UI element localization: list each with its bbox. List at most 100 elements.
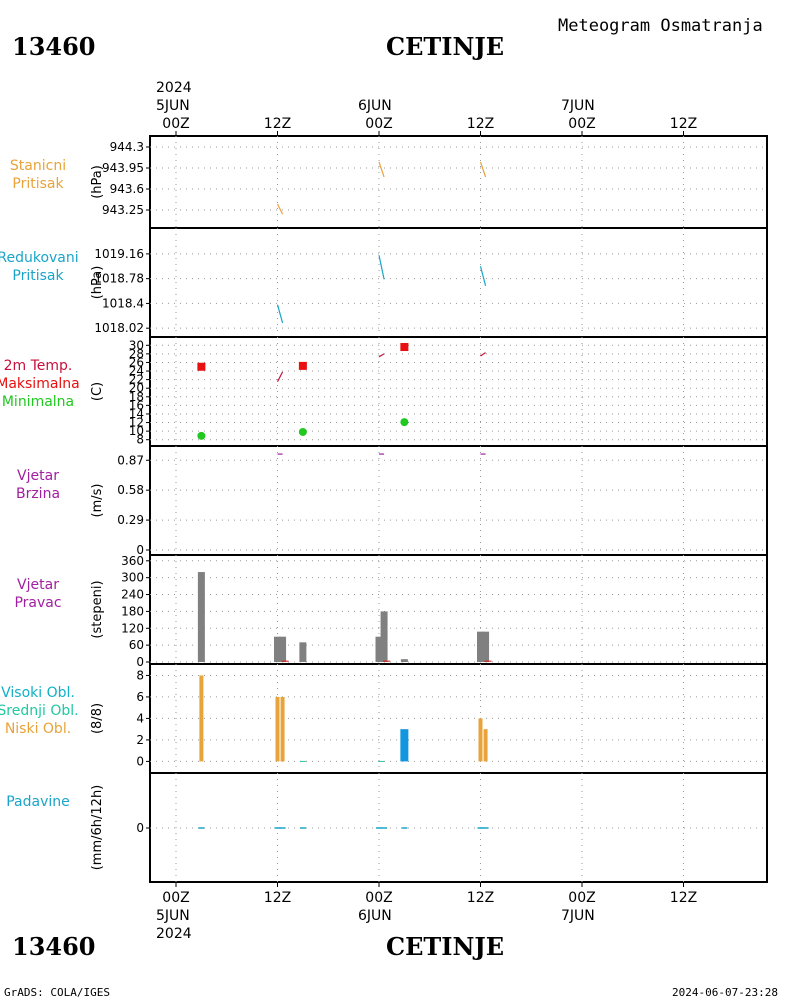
wind-direction-bar bbox=[274, 636, 281, 662]
wind_speed-ytick-label: 0 bbox=[136, 543, 144, 557]
clouds-ytick-label: 6 bbox=[136, 690, 144, 704]
product-title: Meteogram Osmatranja bbox=[558, 16, 763, 36]
top-time-tick-label: 00Z bbox=[162, 116, 189, 132]
bottom-date-label-1: 6JUN bbox=[358, 908, 392, 924]
station-id-bottom: 13460 bbox=[12, 932, 96, 961]
low-cloud-bar bbox=[275, 696, 280, 762]
reduced_pressure-label-0: Redukovani bbox=[0, 250, 79, 266]
wind_direction-ytick-label: 300 bbox=[121, 571, 144, 585]
footer-software: GrADS: COLA/IGES bbox=[4, 986, 110, 999]
clouds-label-2: Niski Obl. bbox=[5, 721, 71, 737]
temperature-ytick-label: 22 bbox=[129, 373, 144, 387]
wind_direction-unit-label: (stepeni) bbox=[90, 580, 105, 638]
temperature-unit-label: (C) bbox=[90, 382, 105, 401]
station_pressure-ytick-label: 944.3 bbox=[110, 140, 144, 154]
wind-direction-bar bbox=[380, 611, 388, 662]
reduced_pressure-segment bbox=[479, 266, 487, 286]
reduced_pressure-ytick-label: 1018.4 bbox=[102, 296, 144, 310]
temp-segment bbox=[276, 371, 284, 383]
top-year-label: 2024 bbox=[156, 80, 192, 96]
bottom-date-label-2: 7JUN bbox=[561, 908, 595, 924]
reduced_pressure-segment bbox=[276, 304, 284, 324]
high-cloud-bar bbox=[400, 729, 409, 762]
wind_speed-ytick-label: 0.87 bbox=[117, 453, 144, 467]
station_pressure-ytick-label: 943.95 bbox=[102, 161, 144, 175]
bottom-date-label-0: 5JUN bbox=[156, 908, 190, 924]
temperature-frame bbox=[149, 336, 768, 447]
station_pressure-ytick-label: 943.6 bbox=[110, 182, 144, 196]
station_pressure-segment bbox=[479, 161, 487, 178]
temp-segment bbox=[378, 353, 385, 358]
wind-direction-bar bbox=[400, 659, 408, 662]
station_pressure-frame bbox=[149, 135, 768, 229]
reduced_pressure-frame bbox=[149, 227, 768, 338]
wind_direction-frame bbox=[149, 554, 768, 665]
top-time-axis: 2024 5JUN 6JUN 7JUN 00Z 12Z 00Z 12Z 00Z 12Z bbox=[156, 80, 697, 136]
bottom-time-axis: 5JUN 6JUN 7JUN 2024 00Z 12Z 00Z 12Z 00Z 12Z bbox=[156, 882, 697, 942]
station_pressure-ytick-label: 943.25 bbox=[102, 203, 144, 217]
bottom-time-tick-label: 00Z bbox=[162, 890, 189, 906]
panel-precipitation: 0 (mm/6h/12h) Padavine bbox=[6, 772, 768, 883]
clouds-ytick-label: 8 bbox=[136, 668, 144, 682]
temperature-label-0: 2m Temp. bbox=[4, 358, 73, 374]
precipitation-frame bbox=[149, 772, 768, 883]
wind_speed-label-1: Brzina bbox=[16, 486, 60, 502]
temperature-label-1: Maksimalna bbox=[0, 376, 80, 392]
temperature-ytick-label: 14 bbox=[129, 407, 144, 421]
clouds-frame bbox=[149, 663, 768, 774]
station_pressure-label-0: Stanicni bbox=[10, 158, 66, 174]
top-date-label-1: 6JUN bbox=[358, 98, 392, 114]
bottom-time-tick-label: 00Z bbox=[568, 890, 595, 906]
temperature-ytick-label: 16 bbox=[129, 398, 144, 412]
temperature-ytick-label: 24 bbox=[129, 364, 144, 378]
station_pressure-segment bbox=[378, 161, 385, 178]
wind-direction-bar bbox=[477, 631, 484, 662]
wind_speed-ytick-label: 0.58 bbox=[117, 483, 144, 497]
tmin-point bbox=[197, 431, 206, 440]
wind-direction-bar bbox=[299, 642, 307, 662]
low-cloud-bar bbox=[483, 729, 488, 762]
top-time-tick-label: 00Z bbox=[365, 116, 392, 132]
panel-wind_speed: 0 0.29 0.58 0.87 (m/s) Vjetar Brzina bbox=[16, 445, 768, 557]
tmax-point bbox=[197, 362, 206, 371]
station_pressure-segment bbox=[276, 203, 284, 215]
wind_direction-ytick-label: 120 bbox=[121, 621, 144, 635]
reduced_pressure-label-1: Pritisak bbox=[12, 268, 64, 284]
top-time-tick-label: 12Z bbox=[264, 116, 291, 132]
temperature-ytick-label: 18 bbox=[129, 390, 144, 404]
temperature-label-2: Minimalna bbox=[2, 394, 74, 410]
wind_speed-unit-label: (m/s) bbox=[90, 484, 105, 518]
top-date-label-2: 7JUN bbox=[561, 98, 595, 114]
precipitation-label-0: Padavine bbox=[6, 794, 70, 810]
bottom-year-label: 2024 bbox=[156, 926, 192, 942]
panel-station_pressure: 944.3 943.95 943.6 943.25 (hPa) Stanicni Priti… bbox=[10, 135, 768, 229]
bottom-time-tick-label: 12Z bbox=[670, 890, 697, 906]
station-name-top: CETINJE bbox=[386, 32, 504, 61]
wind_direction-ytick-label: 0 bbox=[136, 655, 144, 669]
bottom-time-tick-label: 00Z bbox=[365, 890, 392, 906]
wind-direction-bar bbox=[197, 572, 205, 662]
wind_direction-label-1: Pravac bbox=[14, 595, 61, 611]
precipitation-unit-label: (mm/6h/12h) bbox=[90, 785, 105, 871]
top-time-tick-label: 12Z bbox=[670, 116, 697, 132]
temperature-ytick-label: 12 bbox=[129, 416, 144, 430]
panel-clouds: 0 2 4 6 8 (8/8) Visoki Obl. Srednji Obl. Niski O… bbox=[0, 663, 768, 774]
top-date-label-0: 5JUN bbox=[156, 98, 190, 114]
meteogram-panels: 944.3 943.95 943.6 943.25 (hPa) Stanicni Priti… bbox=[0, 135, 768, 883]
top-time-tick-label: 00Z bbox=[568, 116, 595, 132]
reduced_pressure-segment bbox=[378, 255, 385, 280]
clouds-label-1: Srednji Obl. bbox=[0, 703, 79, 719]
wind_speed-ytick-label: 0.29 bbox=[117, 513, 144, 527]
wind_speed-label-0: Vjetar bbox=[17, 468, 59, 484]
reduced_pressure-ytick-label: 1019.16 bbox=[94, 247, 144, 261]
wind_speed-frame bbox=[149, 445, 768, 556]
station-id-top: 13460 bbox=[12, 32, 96, 61]
panel-wind_direction: 0 60 120 180 240 300 360 (stepeni) Vjetar Pravac bbox=[14, 554, 768, 669]
wind_direction-ytick-label: 360 bbox=[121, 554, 144, 568]
low-cloud-bar bbox=[280, 696, 285, 762]
wind_direction-ytick-label: 60 bbox=[129, 638, 144, 652]
clouds-ytick-label: 4 bbox=[136, 711, 144, 725]
tmin-point bbox=[400, 418, 409, 427]
station_pressure-unit-label: (hPa) bbox=[90, 165, 105, 199]
